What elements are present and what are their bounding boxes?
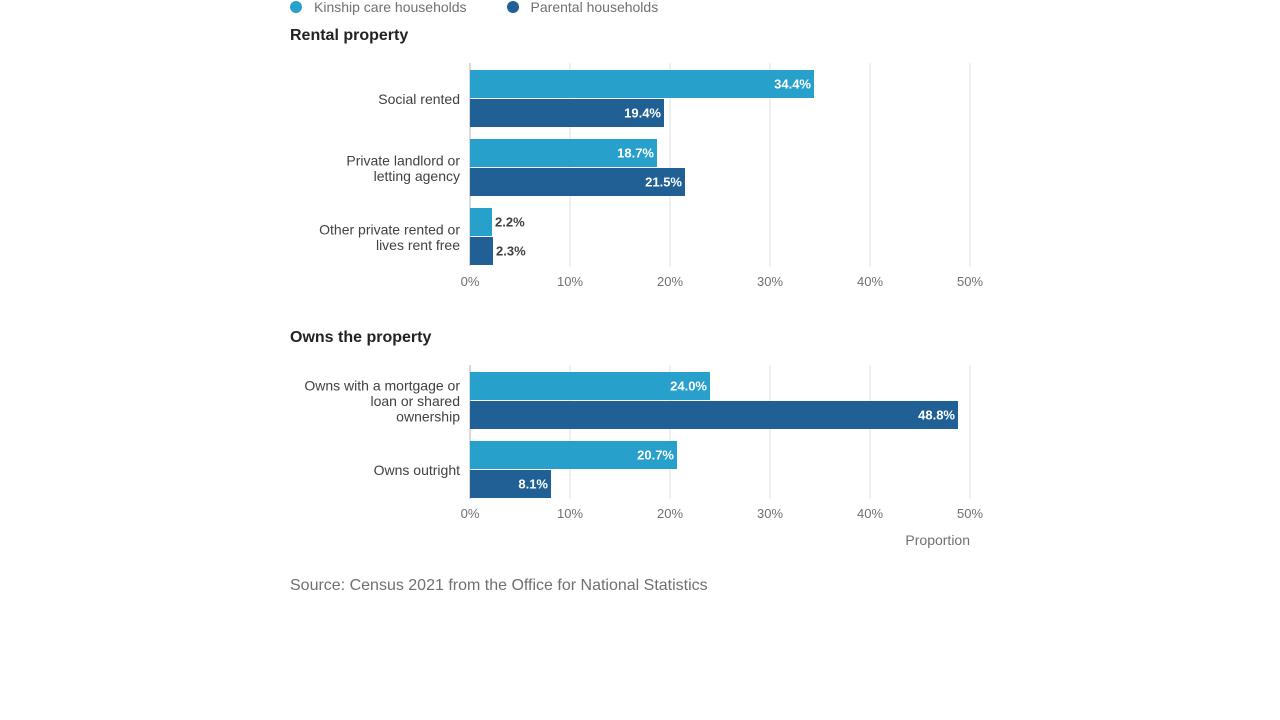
bar xyxy=(470,70,814,98)
legend-item-parental: Parental households xyxy=(506,0,659,15)
category-label: Other private rented or xyxy=(319,221,460,237)
category-label: ownership xyxy=(396,409,460,425)
x-tick-label: 30% xyxy=(757,506,783,521)
x-tick-label: 40% xyxy=(857,506,883,521)
x-tick-label: 0% xyxy=(461,506,480,521)
bar xyxy=(470,168,685,196)
category-label: Owns outright xyxy=(374,462,460,478)
category-label: Private landlord or xyxy=(346,152,460,168)
legend-swatch-parental xyxy=(506,1,519,13)
x-tick-label: 10% xyxy=(557,274,583,289)
x-axis-title: Proportion xyxy=(905,532,970,548)
data-label: 2.2% xyxy=(495,215,525,230)
category-label: letting agency xyxy=(374,168,460,184)
bar xyxy=(470,208,492,236)
source-note: Source: Census 2021 from the Office for … xyxy=(290,577,708,594)
bar xyxy=(470,441,677,469)
data-label: 20.7% xyxy=(637,448,674,463)
bar xyxy=(470,237,493,265)
bar xyxy=(470,372,710,400)
panel-title-owns: Owns the property xyxy=(290,329,432,346)
data-label: 2.3% xyxy=(496,244,526,259)
panel-title-rental: Rental property xyxy=(290,27,409,44)
x-tick-label: 20% xyxy=(657,274,683,289)
data-label: 19.4% xyxy=(624,106,661,121)
bar xyxy=(470,401,958,429)
legend-item-kinship: Kinship care households xyxy=(290,0,467,15)
x-tick-label: 50% xyxy=(957,274,983,289)
x-tick-label: 40% xyxy=(857,274,883,289)
data-label: 8.1% xyxy=(518,477,548,492)
data-label: 24.0% xyxy=(670,379,707,394)
x-tick-label: 10% xyxy=(557,506,583,521)
legend-label-kinship: Kinship care households xyxy=(314,0,467,15)
x-tick-label: 30% xyxy=(757,274,783,289)
legend-swatch-kinship xyxy=(290,1,302,13)
legend-label-parental: Parental households xyxy=(530,0,659,15)
data-label: 48.8% xyxy=(918,408,955,423)
data-label: 21.5% xyxy=(645,175,682,190)
category-label: lives rent free xyxy=(376,237,460,253)
category-label: loan or shared xyxy=(370,393,460,409)
bar xyxy=(470,99,664,127)
data-label: 34.4% xyxy=(774,77,811,92)
chart-legend: Kinship care households Parental househo… xyxy=(290,0,698,15)
data-label: 18.7% xyxy=(617,146,654,161)
bar xyxy=(470,470,551,498)
category-label: Social rented xyxy=(378,91,460,107)
x-tick-label: 50% xyxy=(957,506,983,521)
x-tick-label: 20% xyxy=(657,506,683,521)
category-label: Owns with a mortgage or xyxy=(304,378,460,394)
x-tick-label: 0% xyxy=(461,274,480,289)
bar xyxy=(470,139,657,167)
